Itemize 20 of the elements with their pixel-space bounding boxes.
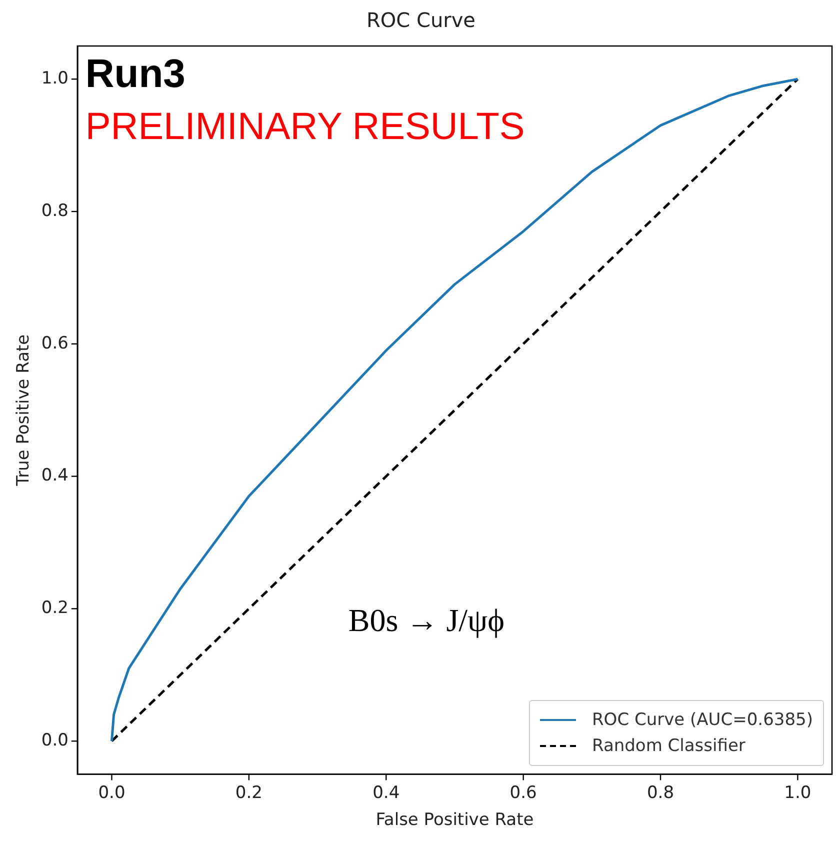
x-tick-label: 0.4 xyxy=(372,782,400,803)
x-tick-label: 0.2 xyxy=(235,782,262,803)
y-tick-label: 0.0 xyxy=(41,730,68,751)
y-tick-label: 0.2 xyxy=(41,598,68,618)
y-tick-label: 0.8 xyxy=(41,200,68,221)
y-axis-title: True Positive Rate xyxy=(14,334,34,487)
chart-title: ROC Curve xyxy=(366,8,476,32)
x-tick-label: 0.6 xyxy=(510,782,537,803)
legend-label: Random Classifier xyxy=(592,736,746,756)
y-tick-label: 0.4 xyxy=(41,466,68,486)
y-tick-label: 1.0 xyxy=(41,68,68,89)
annotation: Run3 xyxy=(85,52,186,97)
y-tick-label: 0.6 xyxy=(41,333,68,354)
x-tick-label: 0.0 xyxy=(98,782,126,803)
x-tick-label: 0.8 xyxy=(646,782,674,803)
x-tick-label: 1.0 xyxy=(784,782,812,803)
x-axis-title: False Positive Rate xyxy=(376,810,534,830)
annotation: PRELIMINARY RESULTS xyxy=(85,106,525,149)
annotation: B0s → J/ψϕ xyxy=(348,602,504,640)
legend-label: ROC Curve (AUC=0.6385) xyxy=(592,710,813,730)
